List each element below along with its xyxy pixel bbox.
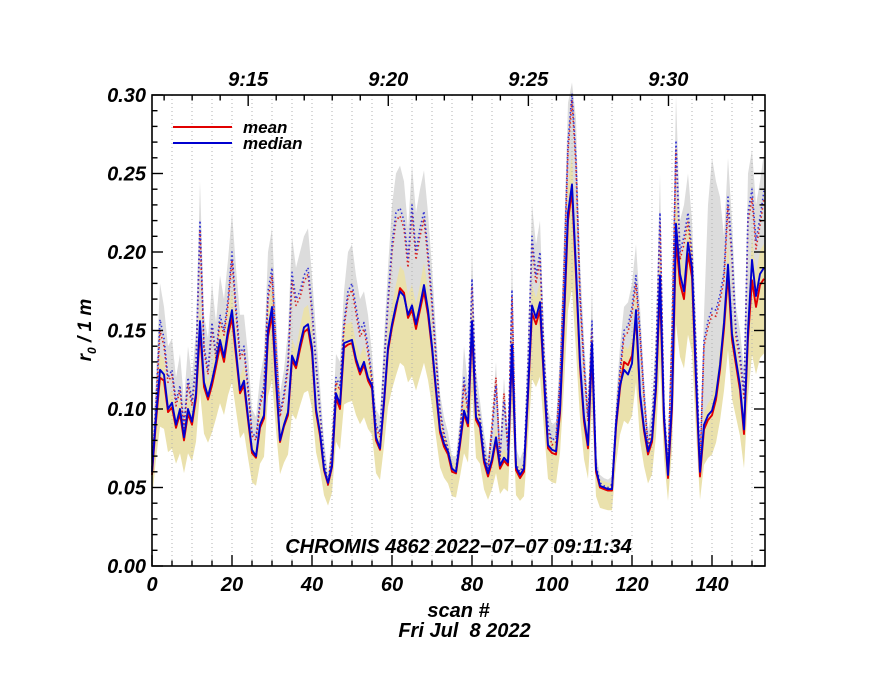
legend-label-mean: mean — [243, 118, 288, 137]
top-time-label: 9:30 — [648, 69, 688, 91]
y-tick-label: 0.05 — [107, 478, 147, 500]
y-tick-label: 0.30 — [107, 85, 146, 107]
y-axis-label: r0 / 1 m — [75, 258, 100, 402]
top-time-label: 9:15 — [228, 69, 269, 91]
line-median-dotted — [151, 92, 765, 489]
line-median — [151, 183, 765, 491]
x-tick-label: 20 — [220, 574, 243, 596]
y-tick-label: 0.20 — [107, 242, 146, 264]
legend-line-mean — [173, 126, 232, 128]
y-tick-label: 0.10 — [107, 399, 146, 421]
top-time-label: 9:25 — [508, 69, 549, 91]
date-label: Fri Jul 8 2022 — [398, 620, 531, 642]
x-tick-label: 100 — [535, 574, 568, 596]
gridlines — [171, 95, 753, 566]
legend-line-median — [173, 142, 232, 144]
x-tick-label: 80 — [461, 574, 483, 596]
y-axis-label-subscript: 0 — [84, 347, 99, 354]
plot-title: CHROMIS 4862 2022−07−07 09:11:34 — [285, 536, 632, 558]
band-khaki — [152, 154, 764, 511]
y-axis-label-symbol: r — [75, 353, 96, 362]
x-tick-label: 60 — [381, 574, 403, 596]
y-tick-label: 0.25 — [107, 164, 147, 186]
legend-label-median: median — [243, 134, 303, 153]
x-tick-label: 40 — [300, 574, 323, 596]
y-tick-label: 0.00 — [107, 556, 146, 578]
y-tick-label: 0.15 — [107, 321, 147, 343]
x-tick-label: 0 — [146, 574, 157, 596]
axis-ticks — [151, 94, 765, 567]
top-time-label: 9:20 — [368, 69, 408, 91]
x-tick-label: 140 — [695, 574, 728, 596]
x-tick-label: 120 — [615, 574, 648, 596]
x-axis-label: scan # — [427, 600, 490, 622]
y-axis-label-unit: / 1 m — [75, 298, 96, 348]
